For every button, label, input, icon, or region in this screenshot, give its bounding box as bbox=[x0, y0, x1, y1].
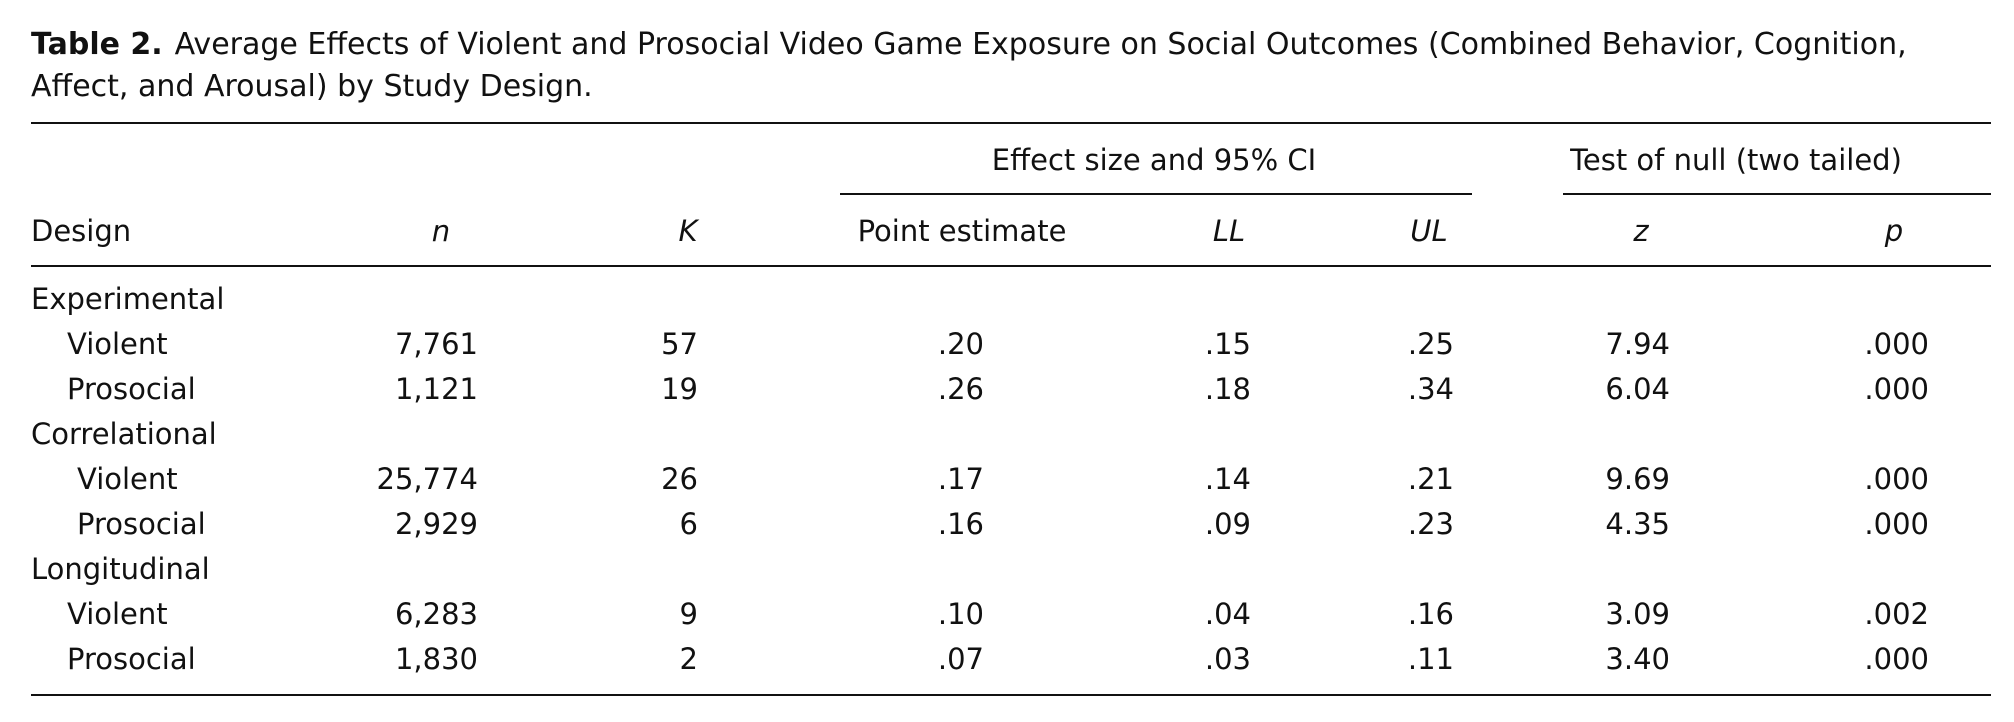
column-header-ul: UL bbox=[1410, 214, 1448, 248]
row-p: .002 bbox=[1864, 597, 1929, 631]
column-header-k: K bbox=[678, 214, 698, 248]
row-p: .000 bbox=[1864, 507, 1929, 541]
row-design: Prosocial bbox=[67, 372, 196, 406]
row-point-estimate: .17 bbox=[937, 462, 984, 496]
row-point-estimate: .26 bbox=[937, 372, 984, 406]
column-header-point-estimate: Point estimate bbox=[857, 214, 1067, 248]
header-rule bbox=[31, 265, 1991, 267]
row-ul: .16 bbox=[1407, 597, 1454, 631]
row-n: 6,283 bbox=[394, 597, 478, 631]
row-k: 26 bbox=[661, 462, 698, 496]
row-p: .000 bbox=[1864, 642, 1929, 676]
row-ul: .21 bbox=[1407, 462, 1454, 496]
row-ul: .11 bbox=[1407, 642, 1454, 676]
row-ll: .03 bbox=[1204, 642, 1251, 676]
row-design: Violent bbox=[67, 597, 168, 631]
row-z: 3.40 bbox=[1605, 642, 1670, 676]
group-header-test-of-null: Test of null (two tailed) bbox=[1570, 143, 1902, 177]
row-z: 9.69 bbox=[1605, 462, 1670, 496]
row-ll: .18 bbox=[1204, 372, 1251, 406]
row-point-estimate: .07 bbox=[937, 642, 984, 676]
row-point-estimate: .20 bbox=[937, 327, 984, 361]
column-header-ll: LL bbox=[1212, 214, 1246, 248]
row-point-estimate: .16 bbox=[937, 507, 984, 541]
group-header-effect-size: Effect size and 95% CI bbox=[991, 143, 1317, 177]
row-n: 2,929 bbox=[394, 507, 478, 541]
row-n: 1,830 bbox=[394, 642, 478, 676]
row-design: Prosocial bbox=[67, 642, 196, 676]
row-k: 6 bbox=[679, 507, 698, 541]
row-ll: .15 bbox=[1204, 327, 1251, 361]
group-label-experimental: Experimental bbox=[31, 282, 225, 316]
row-k: 57 bbox=[661, 327, 698, 361]
row-z: 4.35 bbox=[1605, 507, 1670, 541]
row-design: Violent bbox=[77, 462, 178, 496]
row-k: 2 bbox=[679, 642, 698, 676]
column-header-p: p bbox=[1884, 214, 1904, 248]
row-ul: .34 bbox=[1407, 372, 1454, 406]
row-n: 7,761 bbox=[394, 327, 478, 361]
row-ll: .04 bbox=[1204, 597, 1251, 631]
row-p: .000 bbox=[1864, 327, 1929, 361]
top-rule bbox=[31, 122, 1991, 124]
group-label-longitudinal: Longitudinal bbox=[31, 552, 210, 586]
row-k: 9 bbox=[679, 597, 698, 631]
row-design: Prosocial bbox=[77, 507, 206, 541]
row-ll: .09 bbox=[1204, 507, 1251, 541]
row-design: Violent bbox=[67, 327, 168, 361]
row-p: .000 bbox=[1864, 462, 1929, 496]
column-header-n: n bbox=[431, 214, 451, 248]
effect-size-underline bbox=[840, 193, 1472, 195]
table-label: Table 2. bbox=[31, 27, 163, 62]
table-caption-text: Average Effects of Violent and Prosocial… bbox=[31, 27, 1907, 104]
row-point-estimate: .10 bbox=[937, 597, 984, 631]
row-ll: .14 bbox=[1204, 462, 1251, 496]
row-p: .000 bbox=[1864, 372, 1929, 406]
row-n: 1,121 bbox=[394, 372, 478, 406]
bottom-rule bbox=[31, 694, 1991, 696]
test-of-null-underline bbox=[1563, 193, 1991, 195]
row-z: 7.94 bbox=[1605, 327, 1670, 361]
group-label-correlational: Correlational bbox=[31, 417, 217, 451]
table-caption: Table 2. Average Effects of Violent and P… bbox=[31, 24, 1991, 108]
column-header-design: Design bbox=[31, 214, 132, 248]
row-z: 6.04 bbox=[1605, 372, 1670, 406]
row-ul: .25 bbox=[1407, 327, 1454, 361]
row-z: 3.09 bbox=[1605, 597, 1670, 631]
row-n: 25,774 bbox=[376, 462, 478, 496]
row-ul: .23 bbox=[1407, 507, 1454, 541]
row-k: 19 bbox=[661, 372, 698, 406]
column-header-z: z bbox=[1633, 214, 1649, 248]
